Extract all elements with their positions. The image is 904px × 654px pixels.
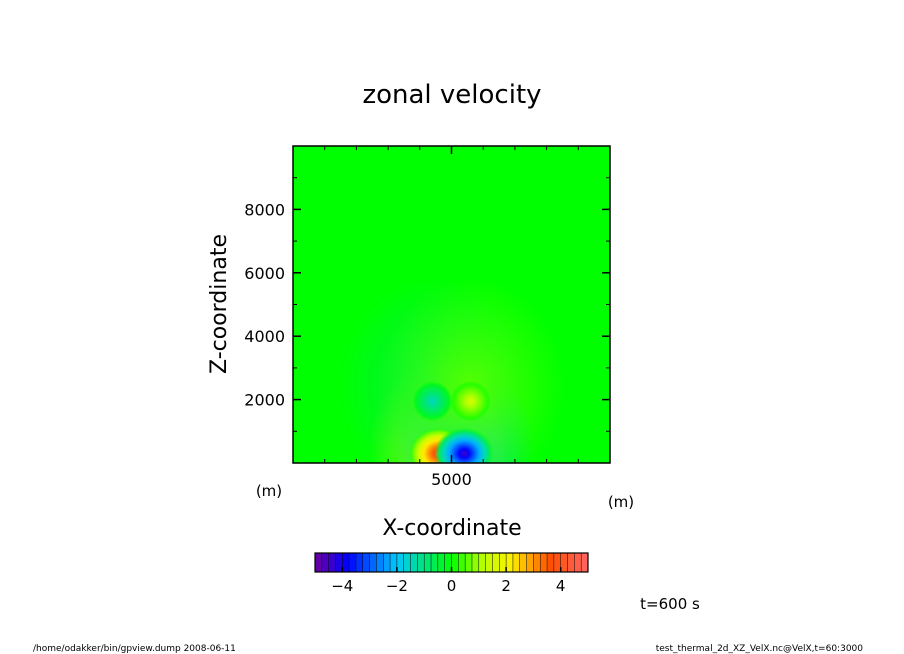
y-tick-label: 8000 xyxy=(244,200,285,219)
footer-right: test_thermal_2d_XZ_VelX.nc@VelX,t=60:300… xyxy=(656,644,864,654)
colorbar-segment xyxy=(512,553,520,572)
colorbar-segment xyxy=(492,553,500,572)
colorbar-segment xyxy=(519,553,527,572)
colorbar-segment xyxy=(431,553,438,572)
footer-left: /home/odakker/bin/gpview.dump 2008-06-11 xyxy=(33,644,236,654)
colorbar-segment xyxy=(362,553,370,572)
heatmap-core xyxy=(434,427,495,463)
chart-title: zonal velocity xyxy=(362,80,541,110)
colorbar-segment xyxy=(553,553,561,572)
y-tick-label: 2000 xyxy=(244,391,285,410)
colorbar-segment xyxy=(417,553,425,572)
colorbar-segment xyxy=(369,553,377,572)
colorbar-segment xyxy=(458,553,466,572)
colorbar-segment xyxy=(444,553,452,572)
x-tick-label: 5000 xyxy=(431,470,472,489)
colorbar-segment xyxy=(547,553,554,572)
colorbar-segment xyxy=(533,553,541,572)
colorbar-segment xyxy=(574,553,582,572)
heatmap-area xyxy=(293,146,610,463)
colorbar-segment xyxy=(396,553,404,572)
colorbar-segment xyxy=(403,553,411,572)
colorbar-segment xyxy=(342,553,350,572)
x-axis-label: X-coordinate xyxy=(382,516,521,541)
colorbar-tick-label: 0 xyxy=(447,577,457,595)
colorbar-segment xyxy=(410,553,418,572)
colorbar-segment xyxy=(355,553,363,572)
heatmap-core xyxy=(412,381,453,422)
colorbar-segment xyxy=(349,553,356,572)
colorbar-segment xyxy=(526,553,534,572)
colorbar-segment xyxy=(315,553,322,572)
colorbar-segment xyxy=(321,553,329,572)
minor-ticks xyxy=(293,146,610,463)
colorbar-segment xyxy=(424,553,432,572)
x-axis-unit: (m) xyxy=(608,493,634,511)
colorbar-segment xyxy=(465,553,472,572)
major-ticks: 2000 4000 6000 8000 5000 xyxy=(244,146,610,489)
heatmap-core xyxy=(450,381,491,422)
time-label: t=600 s xyxy=(640,595,700,613)
colorbar-segment xyxy=(383,553,391,572)
colorbar-segment xyxy=(328,553,336,572)
colorbar-segment xyxy=(560,553,568,572)
colorbar-tick-label: 4 xyxy=(556,577,566,595)
colorbar-segment xyxy=(581,553,588,572)
colorbar-segment xyxy=(485,553,493,572)
colorbar-segment xyxy=(437,553,445,572)
y-tick-label: 6000 xyxy=(244,264,285,283)
colorbar-segment xyxy=(567,553,575,572)
colorbar-segment xyxy=(471,553,479,572)
colorbar-tick-label: −2 xyxy=(386,577,408,595)
colorbar-segment xyxy=(390,553,397,572)
colorbar-segment xyxy=(335,553,343,572)
colorbar-segment xyxy=(478,553,486,572)
y-tick-label: 4000 xyxy=(244,327,285,346)
colorbar-segment xyxy=(451,553,459,572)
colorbar-segment xyxy=(540,553,548,572)
colorbar-tick-label: 2 xyxy=(501,577,511,595)
colorbar-segment xyxy=(506,553,513,572)
y-axis-unit: (m) xyxy=(256,482,282,500)
colorbar-tick-label: −4 xyxy=(331,577,353,595)
y-axis-label: Z-coordinate xyxy=(207,234,232,374)
colorbar-segment xyxy=(499,553,507,572)
colorbar: −4 −2 0 2 4 xyxy=(314,552,589,595)
colorbar-segment xyxy=(376,553,384,572)
